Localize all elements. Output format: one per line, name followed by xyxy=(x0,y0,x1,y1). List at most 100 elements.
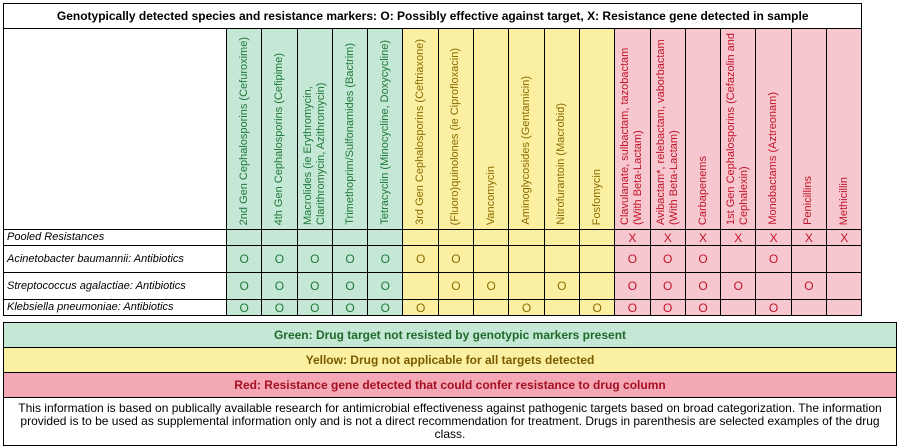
column-header-label: Aminoglycosides (Gentamicin) xyxy=(520,76,533,225)
column-header-label: Methicillin xyxy=(837,176,850,225)
column-header-label: 4th Gen Cephalosporins (Cefipime) xyxy=(272,52,285,225)
table-cell xyxy=(225,229,263,246)
table-cell xyxy=(720,299,757,316)
table-cell: O xyxy=(367,272,404,300)
table-cell: O xyxy=(261,272,298,300)
table-cell xyxy=(543,245,580,273)
table-cell: O xyxy=(755,299,792,316)
column-header-label: Trimethoprim/Sulfonamides (Bactrim) xyxy=(343,43,356,225)
table-cell: X xyxy=(790,229,828,246)
column-header: Monobactams (Aztreonam) xyxy=(755,28,792,230)
table-cell: O xyxy=(437,245,475,273)
column-header: Fosfomycin xyxy=(578,28,616,230)
table-cell: O xyxy=(684,299,722,316)
column-header: 1st Gen Cephalosporins (Cefazolin and Ce… xyxy=(720,28,757,230)
table-cell xyxy=(437,229,475,246)
legend-red: Red: Resistance gene detected that could… xyxy=(3,372,897,398)
column-header-label: 1st Gen Cephalosporins (Cefazolin and Ce… xyxy=(725,32,751,225)
table-cell xyxy=(473,299,510,316)
column-header-label: Nitrofurantoin (Macrobid) xyxy=(555,103,568,225)
table-cell: O xyxy=(543,272,580,300)
table-cell: O xyxy=(508,299,545,316)
legend-yellow: Yellow: Drug not applicable for all targ… xyxy=(3,347,897,373)
column-header-label: Vancomycin xyxy=(484,165,497,225)
column-header-row: 2nd Gen Cephalosporins (Cefuroxime) 4th G… xyxy=(3,28,863,230)
table-cell: O xyxy=(578,299,616,316)
table-cell: O xyxy=(367,299,404,316)
column-header: Avibactam*, relebactam, vaborbactam (Wit… xyxy=(649,28,686,230)
table-cell: O xyxy=(296,299,333,316)
column-header-label: Monobactams (Aztreonam) xyxy=(767,92,780,225)
table-cell xyxy=(790,299,828,316)
table-title: Genotypically detected species and resis… xyxy=(2,3,863,29)
table-cell xyxy=(437,299,475,316)
table-cell: X xyxy=(826,229,863,246)
resistance-table: Genotypically detected species and resis… xyxy=(2,3,863,316)
table-cell xyxy=(473,245,510,273)
table-cell xyxy=(826,245,863,273)
column-header-label: 2nd Gen Cephalosporins (Cefuroxime) xyxy=(237,36,250,225)
column-header-label: Tetracyclin (Minocycline, Doxycycline) xyxy=(378,40,391,225)
table-cell xyxy=(331,229,369,246)
table-cell xyxy=(578,272,616,300)
column-header: Carbapenems xyxy=(684,28,722,230)
table-cell: O xyxy=(331,245,369,273)
column-header-label: Macrolides (ie Erythromycin, Clarithromy… xyxy=(301,82,327,225)
column-header: Aminoglycosides (Gentamicin) xyxy=(508,28,545,230)
column-header: Methicillin xyxy=(826,28,863,230)
table-cell: O xyxy=(261,245,298,273)
table-cell xyxy=(296,229,333,246)
table-cell: O xyxy=(790,272,828,300)
column-header: (Fluoro)quinolones (ie Ciprofloxacin) xyxy=(437,28,475,230)
table-cell xyxy=(543,299,580,316)
column-header: Penicillins xyxy=(790,28,828,230)
table-cell: O xyxy=(684,272,722,300)
table-cell xyxy=(508,229,545,246)
table-cell: O xyxy=(367,245,404,273)
disclaimer-note: This information is based on publically … xyxy=(3,397,897,446)
table-cell: X xyxy=(720,229,757,246)
column-header: Nitrofurantoin (Macrobid) xyxy=(543,28,580,230)
row-label: Streptococcus agalactiae: Antibiotics xyxy=(3,272,227,300)
table-cell xyxy=(755,272,792,300)
column-header: Tetracyclin (Minocycline, Doxycycline) xyxy=(367,28,404,230)
table-cell: X xyxy=(649,229,686,246)
table-cell: O xyxy=(720,272,757,300)
column-header-label: Penicillins xyxy=(802,176,815,225)
legend-green: Green: Drug target not resisted by genot… xyxy=(3,322,897,348)
table-cell xyxy=(508,272,545,300)
column-header: Vancomycin xyxy=(473,28,510,230)
table-cell: X xyxy=(614,229,651,246)
column-header-label: Avibactam*, relebactam, vaborbactam (Wit… xyxy=(654,39,680,225)
table-cell: O xyxy=(649,299,686,316)
table-cell xyxy=(402,272,439,300)
column-header: 3rd Gen Cephalosporins (Ceftriaxone) xyxy=(402,28,439,230)
table-cell: O xyxy=(296,272,333,300)
column-header-label: Fosfomycin xyxy=(590,168,603,225)
table-row: Acinetobacter baumannii: Antibiotics O O O O… xyxy=(3,245,863,273)
column-header-label: 3rd Gen Cephalosporins (Ceftriaxone) xyxy=(414,39,427,225)
row-label: Acinetobacter baumannii: Antibiotics xyxy=(3,245,227,273)
table-cell: O xyxy=(755,245,792,273)
table-cell xyxy=(508,245,545,273)
table-cell: X xyxy=(755,229,792,246)
column-header-label: (Fluoro)quinolones (ie Ciprofloxacin) xyxy=(449,47,462,225)
column-header-label: Clavulanate, sulbactam, tazobactam (With… xyxy=(619,47,645,225)
row-label: Pooled Resistances xyxy=(3,229,227,246)
table-cell: O xyxy=(614,245,651,273)
table-cell xyxy=(261,229,298,246)
table-cell: O xyxy=(614,272,651,300)
table-cell: O xyxy=(331,272,369,300)
table-cell xyxy=(543,229,580,246)
table-cell xyxy=(826,272,863,300)
table-cell: O xyxy=(402,245,439,273)
table-cell xyxy=(473,229,510,246)
column-header-label: Carbapenems xyxy=(696,155,709,225)
header-corner xyxy=(3,28,227,230)
table-cell xyxy=(826,299,863,316)
table-cell: O xyxy=(437,272,475,300)
table-row: Streptococcus agalactiae: Antibiotics O O O… xyxy=(3,272,863,300)
table-cell xyxy=(720,245,757,273)
table-cell: O xyxy=(225,299,263,316)
table-cell: O xyxy=(331,299,369,316)
